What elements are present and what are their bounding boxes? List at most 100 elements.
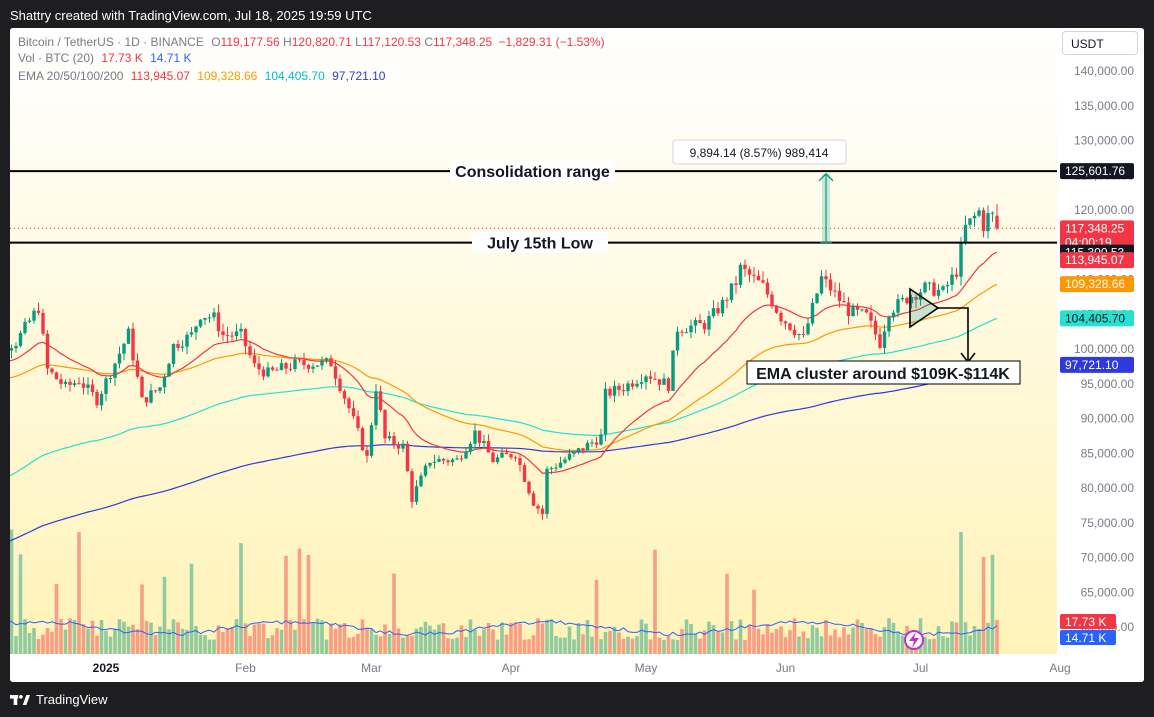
volume-bar <box>950 621 954 654</box>
candle-body <box>617 385 621 390</box>
time-tick-label: Jun <box>776 661 795 675</box>
volume-bar <box>855 619 860 654</box>
measure-tooltip-box <box>672 139 847 165</box>
footer-brand: TradingView <box>36 692 108 707</box>
candle-body <box>851 305 855 317</box>
candle-body <box>419 475 423 487</box>
candle-body <box>59 379 63 384</box>
volume-bar <box>383 624 387 654</box>
volume-bar <box>963 622 968 654</box>
volume-badge-bg <box>1060 614 1116 629</box>
candle-body <box>45 333 50 369</box>
currency-selector[interactable]: USDT <box>1062 31 1138 55</box>
level-label: Consolidation range <box>455 164 610 181</box>
chart-panel[interactable]: Consolidation range July 15th Low 9,894.1… <box>10 28 1144 682</box>
candle-body <box>351 408 356 417</box>
candle-body <box>261 369 266 377</box>
candle-body <box>837 290 842 301</box>
volume-bar <box>585 619 590 654</box>
volume-bar <box>122 621 126 654</box>
candle-body <box>113 363 117 378</box>
volume-bar <box>405 635 410 654</box>
volume-bar <box>108 636 113 654</box>
volume-bar <box>752 589 756 654</box>
volume-bar <box>270 635 275 654</box>
volume-bar <box>477 635 482 654</box>
volume-bar <box>423 621 428 654</box>
volume-bar <box>225 628 230 654</box>
candle-body <box>995 215 999 229</box>
volume-ma-value: 14.71 K <box>150 51 192 65</box>
candle-body <box>14 346 18 349</box>
candle-body <box>923 282 927 293</box>
candle-body <box>878 334 882 348</box>
candle-body <box>117 353 122 364</box>
volume-bar <box>554 635 558 654</box>
volume-bar <box>239 543 243 654</box>
volume-bar <box>720 632 725 654</box>
candle-body <box>774 306 779 313</box>
candle-body <box>500 452 504 458</box>
volume-bar <box>437 624 441 654</box>
volume-bar <box>495 639 500 654</box>
volume-bar <box>135 629 140 654</box>
candle-body <box>756 275 761 281</box>
volume-bar <box>662 640 666 654</box>
candle-body <box>374 391 378 426</box>
volume-bar <box>36 639 41 654</box>
candle-body <box>297 359 302 361</box>
volume-ma-line <box>10 619 998 637</box>
candle-body <box>977 210 981 216</box>
volume-bar <box>360 619 365 654</box>
volume-bar <box>725 573 729 654</box>
candle-body <box>266 367 270 377</box>
candle-body <box>657 379 662 385</box>
volume-bar <box>684 619 689 654</box>
candle-body <box>23 321 27 333</box>
candle-body <box>140 376 144 398</box>
annotations: 9,894.14 (8.57%) 989,414 EMA cluster arou… <box>672 139 1021 650</box>
volume-bar <box>936 626 941 654</box>
candle-body <box>90 384 95 392</box>
volume-bar <box>545 619 549 654</box>
volume-bar <box>977 628 981 654</box>
candle-body <box>450 459 455 463</box>
candle-body <box>684 332 689 334</box>
volume-bar <box>23 619 27 654</box>
candle-body <box>203 318 207 320</box>
volume-bar <box>306 554 311 654</box>
candle-body <box>765 282 770 295</box>
candle-body <box>716 308 720 314</box>
volume-bar <box>131 624 135 654</box>
candle-body <box>360 428 365 451</box>
ema50-value: 109,328.66 <box>197 69 258 83</box>
level-label: July 15th Low <box>487 236 593 253</box>
volume-bar <box>144 620 149 654</box>
price-chart[interactable]: Consolidation range July 15th Low 9,894.1… <box>10 28 1144 682</box>
volume-bar <box>158 626 162 654</box>
candle-body <box>207 317 212 319</box>
volume-bar <box>401 637 405 654</box>
candle-body <box>338 378 342 392</box>
candle-body <box>540 508 545 515</box>
volume-bar <box>648 639 653 654</box>
cluster-marker <box>909 287 940 329</box>
volume-bar <box>549 619 554 654</box>
volume-bar <box>126 626 131 654</box>
attribution-text: Shattry created with TradingView.com, Ju… <box>10 8 372 23</box>
volume-bar <box>95 635 99 654</box>
candle-body <box>801 334 806 336</box>
time-tick-label: Feb <box>235 661 256 675</box>
volume-bar <box>531 635 536 654</box>
volume-bar <box>252 624 257 654</box>
volume-bar <box>626 636 630 654</box>
volume-bar <box>995 620 999 654</box>
high-label: H <box>283 35 292 49</box>
volume-bar <box>450 638 455 654</box>
cluster-label-box <box>746 360 1021 385</box>
volume-bar <box>392 573 396 654</box>
volume-bar <box>10 529 14 654</box>
candle-body <box>545 468 549 514</box>
volume-bar <box>657 637 662 654</box>
time-tick-label: Aug <box>1049 661 1070 675</box>
